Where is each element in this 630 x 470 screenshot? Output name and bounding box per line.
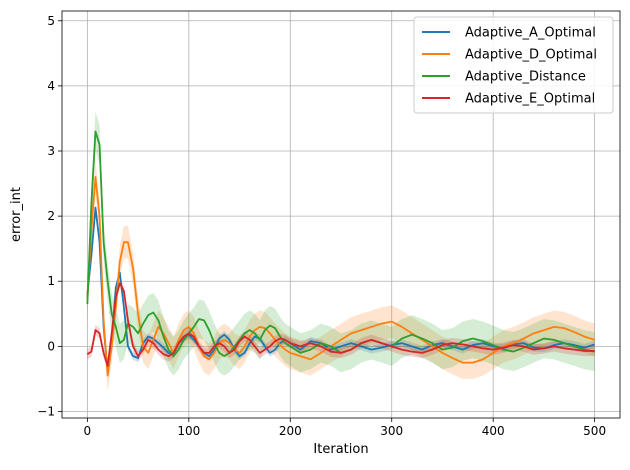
band-0	[87, 203, 595, 377]
plot-frame	[61, 10, 621, 419]
y-tick-label: 2	[47, 209, 55, 223]
x-axis-label: Iteration	[313, 442, 368, 457]
y-tick-label: 0	[47, 339, 55, 353]
y-tick-label: 4	[47, 79, 55, 93]
legend-label: Adaptive_Distance	[465, 70, 586, 85]
y-tick-label: 1	[47, 274, 55, 288]
x-tick-label: 0	[84, 424, 92, 438]
legend-box	[413, 16, 614, 114]
y-tick-label: −1	[37, 404, 55, 418]
series-line-1	[86, 176, 595, 377]
y-tick-label: 5	[47, 14, 55, 28]
x-tick-label: 300	[380, 424, 403, 438]
series-lines	[86, 130, 595, 377]
legend-label: Adaptive_D_Optimal	[465, 48, 597, 63]
x-tick-label: 100	[177, 424, 200, 438]
x-tick-label: 400	[482, 424, 505, 438]
series-line-3	[86, 282, 595, 367]
legend-label: Adaptive_A_Optimal	[465, 26, 596, 41]
band-2	[87, 111, 595, 376]
legend: Adaptive_A_Optimal Adaptive_D_Optimal Adap…	[413, 16, 614, 114]
legend-label: Adaptive_E_Optimal	[465, 92, 595, 107]
x-tick-label: 200	[279, 424, 302, 438]
x-tick-label: 500	[583, 424, 606, 438]
series-line-2	[86, 130, 595, 358]
y-axis-label: error_int	[9, 187, 24, 242]
y-tick-label: 3	[47, 144, 55, 158]
axis-ticks: 0 100 200 300 400 500 −1 0 1 2 3 4 5	[37, 14, 606, 438]
